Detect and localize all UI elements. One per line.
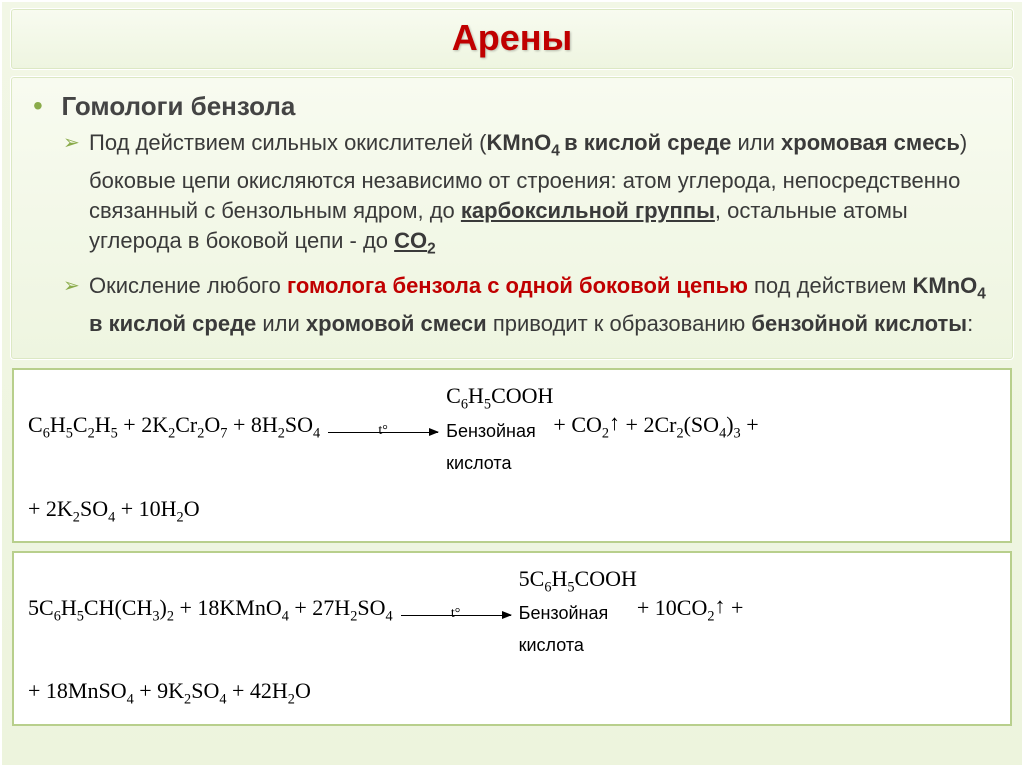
bullet-level2-2: ➢ Окисление любого гомолога бензола с од… xyxy=(63,271,991,339)
eq2-rhs-b: + 10CO2↑ + xyxy=(637,592,744,632)
carboxyl: карбоксильной группы xyxy=(461,198,715,223)
eq1-product-label: Бензойная xyxy=(446,415,536,447)
kmno4: KMnO4 в кислой среде xyxy=(486,130,731,155)
equation-box-2: 5C6H5CH(CH3)2 + 18KMnO4 + 27H2SO4 t° 5C6… xyxy=(12,551,1012,726)
equation-box-1: C6H5C2H5 + 2K2Cr2O7 + 8H2SO4 t° C6H5COOH… xyxy=(12,368,1012,543)
text-span: 2 xyxy=(427,241,436,258)
text-span: под действием xyxy=(748,273,913,298)
eq1-lhs: C6H5C2H5 + 2K2Cr2O7 + 8H2SO4 xyxy=(28,409,320,449)
text-span: KMnO xyxy=(913,273,978,298)
text-span: 4 xyxy=(551,142,564,159)
eq2-product-label2: кислота xyxy=(519,629,584,661)
bullet-icon: • xyxy=(33,91,57,121)
benzoic: бензойной кислоты xyxy=(751,311,967,336)
eq2-product-label: Бензойная xyxy=(519,597,609,629)
bullet-level2-1: ➢ Под действием сильных окислителей (KMn… xyxy=(63,128,991,265)
text-span: KMnO xyxy=(486,130,551,155)
content-box: • Гомологи бензола ➢ Под действием сильн… xyxy=(10,76,1014,360)
eq2-line2: + 18MnSO4 + 9K2SO4 + 42H2O xyxy=(28,675,996,715)
title-box: Арены xyxy=(10,8,1014,70)
heading-text: Гомологи бензола xyxy=(61,91,295,121)
eq2-line2-text: + 18MnSO4 + 9K2SO4 + 42H2O xyxy=(28,675,311,715)
text-span: приводит к образованию xyxy=(493,311,752,336)
chevron-icon: ➢ xyxy=(63,128,89,265)
eq1-line2-text: + 2K2SO4 + 10H2O xyxy=(28,493,200,533)
text-span: Окисление любого xyxy=(89,273,287,298)
eq1-line1: C6H5C2H5 + 2K2Cr2O7 + 8H2SO4 t° C6H5COOH… xyxy=(28,380,996,478)
para2: Окисление любого гомолога бензола с одно… xyxy=(89,271,991,339)
text-span: Под действием сильных окислителей ( xyxy=(89,130,486,155)
chromic-mix: хромовая смесь xyxy=(781,130,960,155)
para1: Под действием сильных окислителей (KMnO4… xyxy=(89,128,991,265)
chevron-icon: ➢ xyxy=(63,271,89,339)
text-span: в кислой среде xyxy=(89,311,262,336)
text-span: 4 xyxy=(977,285,986,302)
arrow-label: t° xyxy=(378,426,388,436)
slide: Арены • Гомологи бензола ➢ Под действием… xyxy=(0,0,1024,767)
bullet-level1: • Гомологи бензола xyxy=(33,91,991,122)
eq2-lhs: 5C6H5CH(CH3)2 + 18KMnO4 + 27H2SO4 xyxy=(28,592,393,632)
text-span: CO xyxy=(394,228,427,253)
reaction-arrow-icon: t° xyxy=(328,426,438,433)
bullet-list: • Гомологи бензола ➢ Под действием сильн… xyxy=(33,91,991,339)
arrow-label: t° xyxy=(451,609,461,619)
eq1-rhs-b: + CO2↑ + 2Cr2(SO4)3 + xyxy=(553,409,758,449)
text-span: или xyxy=(262,311,306,336)
text-span: в кислой среде xyxy=(564,130,731,155)
eq2-line1: 5C6H5CH(CH3)2 + 18KMnO4 + 27H2SO4 t° 5C6… xyxy=(28,563,996,661)
text-span: : xyxy=(967,311,973,336)
homolog-phrase: гомолога бензола с одной боковой цепью xyxy=(287,273,748,298)
reaction-arrow-icon: t° xyxy=(401,609,511,616)
slide-title: Арены xyxy=(11,17,1013,59)
text-span: или xyxy=(731,130,781,155)
chromic-mix-2: хромовой смеси xyxy=(306,311,493,336)
eq1-line2: + 2K2SO4 + 10H2O xyxy=(28,493,996,533)
eq1-product-label2: кислота xyxy=(446,447,511,479)
co2: CO2 xyxy=(394,228,436,253)
kmno4-2: KMnO4 xyxy=(913,273,986,298)
